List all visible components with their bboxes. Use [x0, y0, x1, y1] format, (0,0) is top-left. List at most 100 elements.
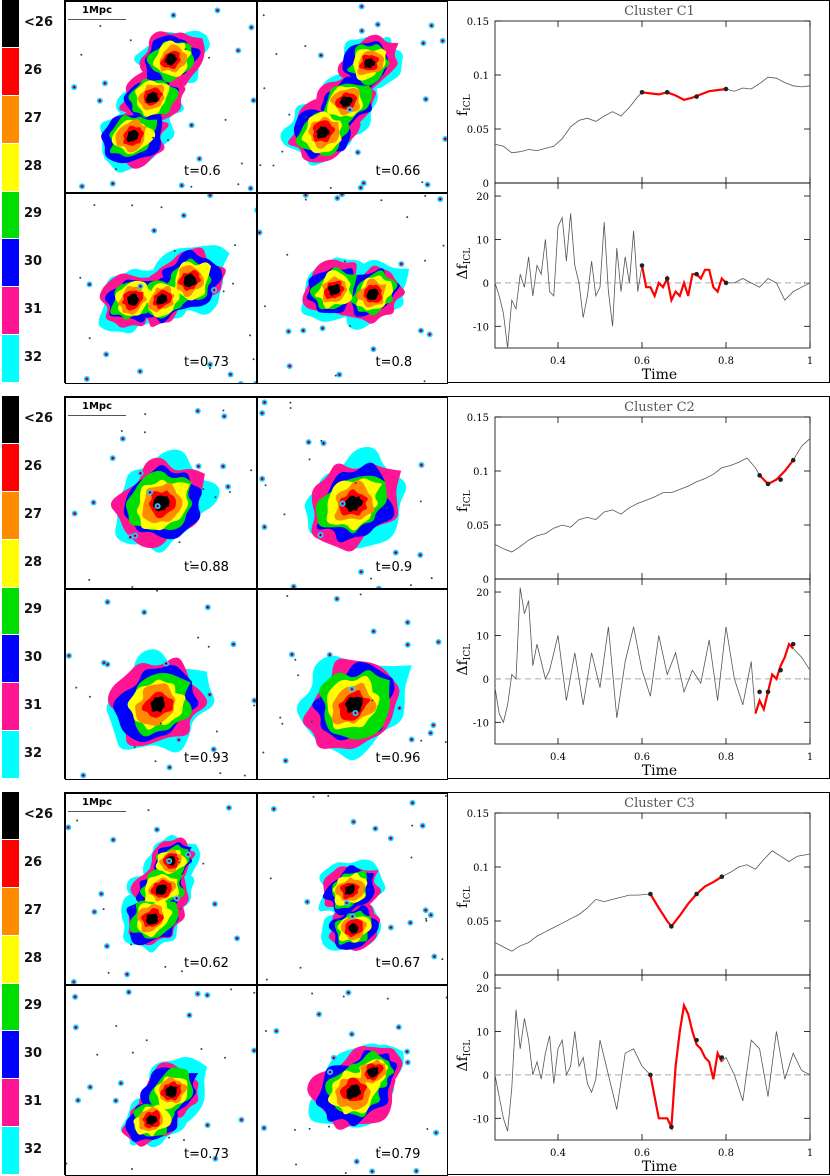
- snapshot-2: t=0.67: [257, 793, 449, 985]
- snapshot-marker: [757, 473, 762, 478]
- y-tick-label: 0.1: [473, 863, 489, 874]
- plot-frame: [495, 579, 810, 744]
- galaxy-marker: [435, 638, 441, 644]
- faint-source-dot: [420, 739, 422, 741]
- galaxy-marker: [396, 705, 402, 711]
- legend-swatch: 30: [2, 239, 46, 286]
- galaxy-marker: [207, 691, 213, 697]
- faint-source-dot: [144, 431, 146, 433]
- snapshot-marker: [648, 1073, 653, 1078]
- series-line: [495, 213, 810, 348]
- galaxy-marker: [334, 195, 340, 201]
- x-axis-label: Time: [642, 367, 677, 383]
- galaxy-marker: [110, 181, 116, 187]
- snapshot-4: t=0.79: [257, 985, 449, 1176]
- chart-title: Cluster C1: [624, 4, 695, 19]
- faint-source-dot: [328, 1125, 330, 1127]
- contour-map: [66, 2, 257, 193]
- snapshot-marker: [720, 1055, 725, 1060]
- legend-color-box: [2, 396, 19, 443]
- galaxy-marker: [336, 371, 342, 377]
- faint-source-dot: [275, 53, 277, 55]
- galaxy-marker: [207, 194, 213, 198]
- faint-source-dot: [103, 908, 105, 910]
- galaxy-marker: [98, 891, 104, 897]
- legend-swatch: <26: [2, 792, 46, 839]
- galaxy-marker: [248, 24, 254, 30]
- galaxy-marker: [422, 96, 428, 102]
- galaxy-marker: [427, 912, 433, 918]
- galaxy-marker: [430, 722, 436, 728]
- galaxy-marker: [73, 1024, 79, 1030]
- faint-source-dot: [286, 595, 288, 597]
- highlight-segment: [760, 460, 794, 484]
- galaxy-marker: [426, 331, 432, 337]
- galaxy-marker: [273, 1027, 279, 1033]
- faint-source-dot: [262, 751, 264, 753]
- faint-source-dot: [294, 658, 296, 660]
- faint-source-dot: [349, 325, 351, 327]
- snapshot-3: t=0.73: [65, 985, 257, 1176]
- scale-bar-line: [68, 811, 126, 812]
- highlight-segment: [650, 877, 721, 927]
- faint-source-dot: [216, 730, 218, 732]
- legend-color-box: [2, 492, 19, 539]
- faint-source-dot: [130, 39, 132, 41]
- galaxy-marker: [80, 772, 86, 778]
- snapshot-time-label: t=0.93: [184, 751, 229, 766]
- faint-source-dot: [185, 48, 187, 50]
- legend-label: 27: [24, 903, 42, 918]
- legend-color-box: [2, 984, 19, 1031]
- galaxy-marker: [352, 709, 358, 715]
- galaxy-marker: [72, 510, 78, 516]
- galaxy-marker: [105, 599, 111, 605]
- faint-source-dot: [146, 1039, 148, 1041]
- legend-label: 32: [24, 1142, 42, 1157]
- faint-source-dot: [93, 204, 95, 206]
- galaxy-marker: [181, 212, 187, 218]
- faint-source-dot: [370, 578, 372, 580]
- faint-source-dot: [130, 943, 132, 945]
- faint-source-dot: [406, 216, 408, 218]
- y-axis-label: fICL: [455, 886, 473, 908]
- legend-color-box: [2, 731, 19, 778]
- scale-bar-line: [68, 19, 126, 20]
- x-tick-label: 0.4: [550, 752, 566, 763]
- legend-swatch: 32: [2, 335, 46, 382]
- legend-swatch: 32: [2, 1127, 46, 1174]
- faint-source-dot: [424, 259, 426, 261]
- galaxy-marker: [427, 730, 433, 736]
- faint-source-dot: [279, 716, 281, 718]
- galaxy-marker: [220, 463, 226, 469]
- legend-label: 29: [24, 602, 42, 617]
- galaxy-marker: [372, 826, 378, 832]
- galaxy-marker: [212, 901, 218, 907]
- y-tick-label: 0.15: [467, 17, 489, 28]
- galaxy-marker: [79, 183, 85, 189]
- faint-source-dot: [299, 967, 301, 969]
- galaxy-marker: [333, 595, 339, 601]
- snapshot-1: t=0.62: [65, 793, 257, 985]
- galaxy-marker: [261, 1124, 267, 1130]
- faint-source-dot: [76, 819, 78, 821]
- faint-source-dot: [359, 593, 361, 595]
- faint-source-dot: [208, 57, 210, 59]
- legend-label: 31: [24, 302, 42, 317]
- y-tick-label: 0.15: [467, 809, 489, 820]
- snapshot-marker: [665, 90, 670, 95]
- galaxy-marker: [370, 628, 376, 634]
- y-axis-label: ΔfICL: [455, 1040, 473, 1072]
- galaxy-marker: [248, 185, 254, 191]
- legend-label: <26: [24, 15, 53, 30]
- galaxy-marker: [75, 1097, 81, 1103]
- snapshot-time-label: t=0.96: [376, 751, 421, 766]
- galaxy-marker: [387, 924, 393, 930]
- scale-bar-label: 1Mpc: [82, 401, 112, 412]
- galaxy-marker: [137, 470, 143, 476]
